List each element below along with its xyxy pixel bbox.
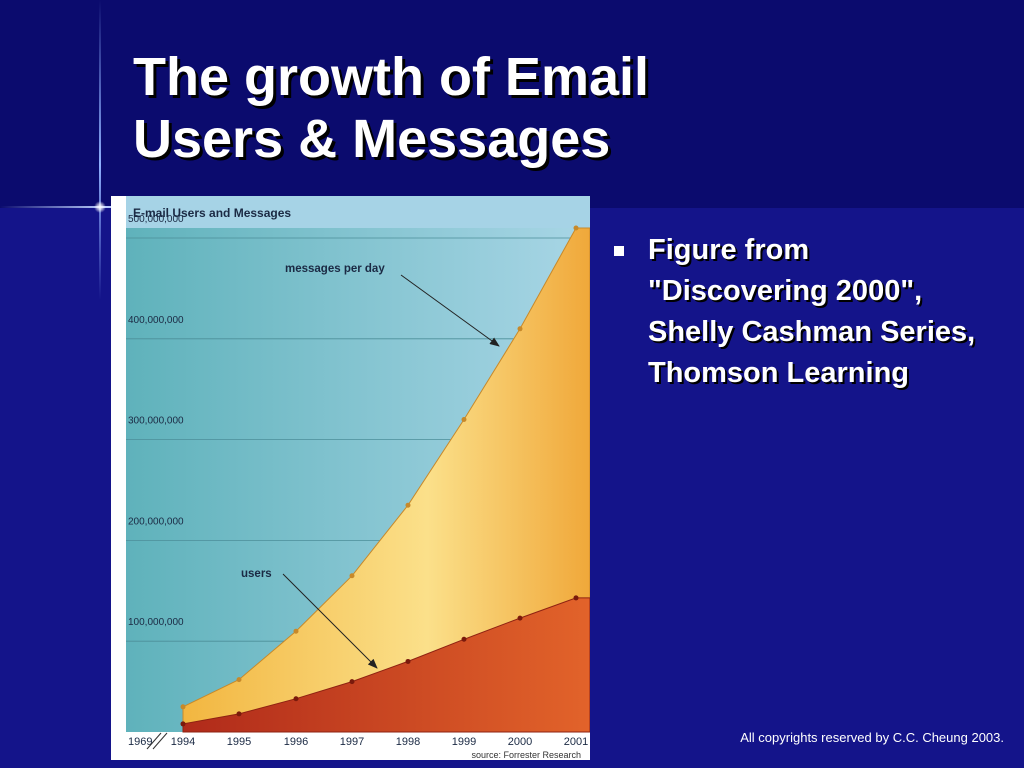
chart-figure: 500,000,000 400,000,000 300,000,000 200,000…	[111, 196, 590, 760]
title-line-1: The growth of Email	[133, 47, 650, 107]
chart-title: E-mail Users and Messages	[133, 206, 291, 220]
annotation-arrow-users	[282, 573, 378, 669]
y-tick-label: 500,000,000	[128, 214, 184, 225]
messages-point	[236, 677, 242, 683]
x-tick-label: 2000	[508, 736, 532, 748]
chart-header	[126, 196, 590, 228]
users-area	[182, 597, 590, 733]
y-tick-label: 200,000,000	[128, 516, 184, 527]
x-tick-label: 1969	[128, 736, 152, 748]
title-band	[0, 0, 1024, 208]
axis-break-mark	[152, 732, 168, 750]
sparkle-icon	[94, 201, 106, 213]
users-point	[573, 595, 579, 601]
users-point	[517, 615, 523, 621]
y-axis-labels: 500,000,000 400,000,000 300,000,000 200,000…	[128, 214, 184, 628]
users-point	[293, 696, 299, 702]
x-tick-label: 1998	[396, 736, 420, 748]
messages-point	[180, 704, 186, 710]
annotation-users: users	[241, 568, 272, 580]
x-tick-label: 1995	[227, 736, 251, 748]
x-tick-label: 2001	[564, 736, 588, 748]
messages-point	[293, 628, 299, 634]
square-bullet-icon	[614, 246, 624, 256]
x-tick-label: 1997	[340, 736, 364, 748]
y-tick-label: 100,000,000	[128, 617, 184, 628]
annotation-messages: messages per day	[285, 263, 385, 275]
x-axis-labels: 1969 1994 1995 1996 1997 1998 1999 2000 2001	[128, 736, 588, 748]
messages-area	[182, 227, 590, 733]
x-tick-label: 1999	[452, 736, 476, 748]
bullet-list: Figure from "Discovering 2000", Shelly C…	[614, 230, 984, 394]
messages-point	[405, 502, 411, 508]
x-tick-label: 1996	[284, 736, 308, 748]
x-tick-label: 1994	[171, 736, 195, 748]
bullet-text: Figure from "Discovering 2000", Shelly C…	[648, 234, 976, 389]
users-point	[180, 721, 186, 727]
users-point	[405, 658, 411, 664]
messages-point	[573, 225, 579, 231]
messages-point	[349, 573, 355, 579]
area-chart: 500,000,000 400,000,000 300,000,000 200,000…	[111, 196, 590, 760]
chart-areas	[180, 225, 590, 733]
messages-point	[517, 326, 523, 332]
users-point	[461, 636, 467, 642]
y-tick-label: 300,000,000	[128, 416, 184, 427]
users-point	[349, 679, 355, 685]
title-line-2: Users & Messages	[133, 109, 611, 169]
y-tick-label: 400,000,000	[128, 315, 184, 326]
users-point	[236, 711, 242, 717]
slide-title: The growth of Email Users & Messages	[133, 46, 833, 170]
messages-point	[461, 417, 467, 423]
accent-line-vertical	[99, 0, 101, 300]
annotation-arrow-messages	[400, 274, 500, 347]
axis-break-mark	[146, 732, 162, 750]
copyright-footer: All copyrights reserved by C.C. Cheung 2…	[740, 730, 1004, 745]
chart-source: source: Forrester Research	[471, 750, 581, 760]
